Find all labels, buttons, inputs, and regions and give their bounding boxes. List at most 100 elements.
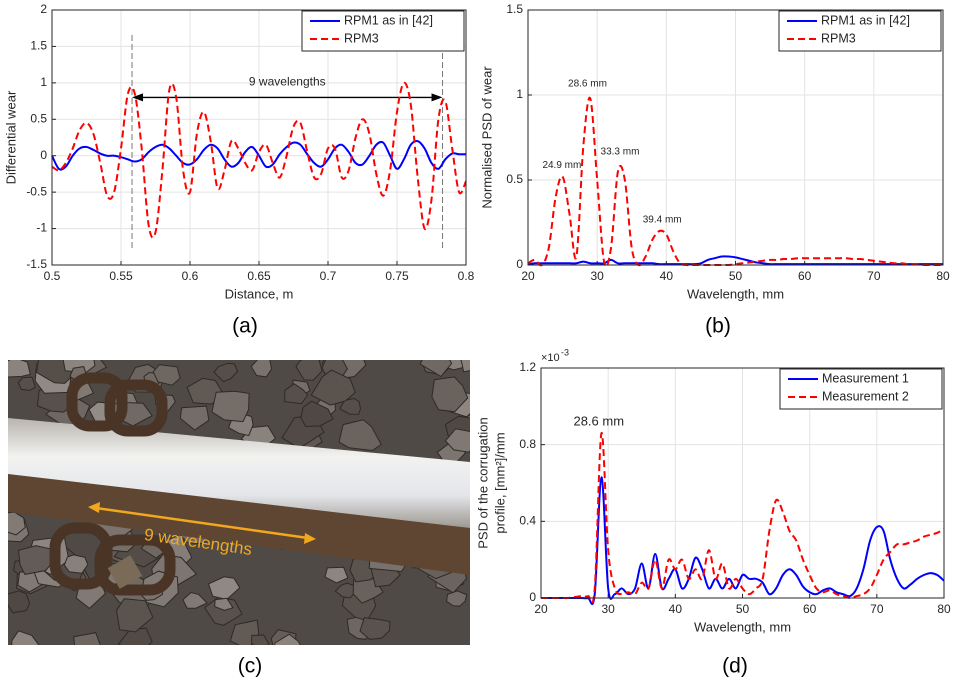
peak-label: 28.6 mm [573, 414, 624, 429]
x-tick-label: 30 [601, 602, 615, 616]
stone [18, 545, 55, 575]
stone [431, 376, 469, 413]
axes-frame [527, 9, 944, 266]
stone [213, 362, 239, 383]
x-axis-label: Wavelength, mm [687, 286, 784, 301]
y-axis-label: Differential wear [3, 90, 18, 184]
x-tick-label: 0.7 [320, 269, 337, 283]
stone [444, 428, 470, 453]
stone [446, 590, 468, 607]
x-tick-label: 60 [798, 269, 812, 283]
stone [460, 360, 470, 373]
legend-label: RPM3 [344, 31, 379, 45]
x-tick-label: 0.55 [109, 269, 133, 283]
y-tick-label: 1.5 [30, 39, 47, 53]
stone [274, 633, 301, 645]
stone [295, 360, 323, 381]
fastener [49, 372, 176, 596]
clip [107, 555, 143, 589]
panel-caption: (c) [238, 655, 263, 678]
x-tick-label: 0.75 [385, 269, 409, 283]
series-line [527, 255, 943, 266]
x-tick-label: 80 [937, 602, 951, 616]
legend-label: Measurement 2 [822, 389, 909, 403]
series-line [51, 81, 467, 239]
panel-caption: (d) [722, 655, 748, 678]
axes-frame [540, 367, 945, 599]
x-tick-label: 50 [736, 602, 750, 616]
legend-box [779, 368, 943, 410]
arrow-head [88, 502, 100, 513]
stone [419, 360, 453, 378]
y-tick-label: 0.4 [519, 514, 536, 528]
x-tick-label: 60 [803, 602, 817, 616]
legend-label: Measurement 1 [822, 371, 909, 385]
rail-head [8, 418, 470, 528]
stone [73, 632, 101, 645]
y-axis-label: PSD of the corrugation [475, 417, 490, 549]
series-line [541, 432, 945, 604]
y-tick-label: -0.5 [26, 184, 47, 198]
y-tick-label: 0.8 [519, 437, 536, 451]
peak-label: 28.6 mm [568, 79, 607, 90]
x-tick-label: 30 [590, 269, 604, 283]
y-tick-label: 0 [529, 590, 536, 604]
stone [339, 397, 362, 415]
x-tick-label: 0.65 [247, 269, 271, 283]
stone [359, 617, 391, 640]
x-tick-label: 70 [870, 602, 884, 616]
y-exponent: -3 [561, 347, 569, 357]
x-tick-label: 0.5 [44, 269, 61, 283]
x-tick-label: 70 [867, 269, 881, 283]
y-tick-label: 1.5 [506, 2, 523, 16]
y-tick-label: -1.5 [26, 257, 47, 271]
stone [251, 634, 270, 645]
stone [324, 566, 349, 584]
y-axis-label: Normalised PSD of wear [479, 66, 494, 209]
peak-label: 24.9 mm [542, 160, 581, 171]
stone [250, 360, 273, 378]
stone [117, 627, 153, 645]
axes-frame [51, 9, 467, 266]
legend-label: RPM1 as in [42] [821, 13, 910, 27]
y-multiplier: ×10 [541, 352, 560, 364]
stone [310, 369, 356, 406]
y-tick-label: 0 [40, 148, 47, 162]
stone [8, 590, 31, 614]
stone [338, 419, 382, 452]
y-tick-label: 1 [516, 87, 523, 101]
stone [17, 376, 37, 391]
legend-box [778, 10, 942, 52]
series-line [51, 140, 467, 171]
stone [182, 591, 208, 609]
x-tick-label: 50 [729, 269, 743, 283]
stone [214, 597, 234, 611]
stone [179, 405, 210, 431]
x-axis-label: Wavelength, mm [694, 619, 791, 634]
arrow-head [132, 93, 144, 102]
y-tick-label: 1 [40, 75, 47, 89]
arrow-head [431, 93, 443, 102]
series-line [541, 476, 945, 606]
x-tick-label: 0.8 [458, 269, 475, 283]
annotation-arrow [95, 506, 309, 540]
y-tick-label: 0 [516, 257, 523, 271]
x-tick-label: 80 [936, 269, 950, 283]
y-tick-label: -1 [36, 221, 47, 235]
span-label: 9 wavelengths [249, 75, 326, 89]
panel-caption: (b) [705, 315, 731, 338]
stone [11, 630, 40, 645]
peak-label: 39.4 mm [643, 215, 682, 226]
x-axis-label: Distance, m [225, 286, 294, 301]
x-tick-label: 40 [660, 269, 674, 283]
legend-label: RPM1 as in [42] [344, 13, 433, 27]
peak-label: 33.3 mm [601, 147, 640, 158]
stone [8, 511, 26, 536]
x-tick-label: 0.6 [182, 269, 199, 283]
rail-web [8, 470, 470, 575]
stone [211, 390, 250, 423]
photo: 9 wavelengths [8, 360, 470, 645]
legend-label: RPM3 [821, 31, 856, 45]
